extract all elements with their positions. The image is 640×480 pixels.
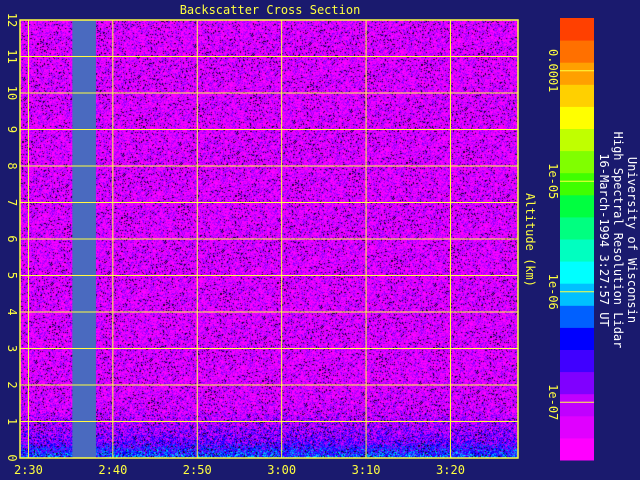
x-tick-label: 2:40 xyxy=(98,463,127,477)
colorbar-swatch xyxy=(560,283,594,306)
colorbar-ticks: 0.0001 1e-05 1e-06 1e-07 xyxy=(546,49,594,420)
y-tick-label: 12 xyxy=(5,13,19,27)
grid-lines xyxy=(20,19,518,459)
colorbar-swatch xyxy=(560,128,594,152)
x-tick-label: 2:30 xyxy=(14,463,43,477)
colorbar-swatch xyxy=(560,106,594,129)
colorbar-swatch xyxy=(560,84,594,107)
chart-title: Backscatter Cross Section xyxy=(180,3,361,17)
colorbar-swatch xyxy=(560,216,594,240)
y-tick-label: 11 xyxy=(5,49,19,63)
x-tick-label: 3:10 xyxy=(352,463,381,477)
x-tick-label: 3:00 xyxy=(267,463,296,477)
colorbar-swatch xyxy=(560,239,594,262)
colorbar-swatch xyxy=(560,305,594,328)
y-tick-label: 2 xyxy=(5,381,19,388)
colorbar-swatch xyxy=(560,194,594,218)
y-tick-label: 5 xyxy=(5,272,19,279)
y-tick-label: 9 xyxy=(5,126,19,133)
colorbar-swatch xyxy=(560,40,594,63)
colorbar-swatch xyxy=(560,437,594,461)
colorbar xyxy=(560,18,594,461)
x-axis: 2:30 2:40 2:50 3:00 3:10 3:20 xyxy=(14,463,465,477)
y-tick-label: 8 xyxy=(5,162,19,169)
colorbar-swatch xyxy=(560,261,594,284)
colorbar-swatch xyxy=(560,349,594,373)
colorbar-swatch xyxy=(560,150,594,174)
colorbar-tick-label: 1e-06 xyxy=(546,274,560,310)
y-tick-label: 3 xyxy=(5,345,19,352)
colorbar-swatch xyxy=(560,62,594,85)
y-tick-label: 6 xyxy=(5,235,19,242)
plot-frame xyxy=(19,19,519,459)
annotation-line2: High Spectral Resolution Lidar xyxy=(611,132,625,349)
colorbar-tick-label: 0.0001 xyxy=(546,49,560,92)
annotation-line1: University of Wisconsin xyxy=(625,157,639,323)
colorbar-swatch xyxy=(560,371,594,395)
colorbar-tick-label: 1e-07 xyxy=(546,384,560,420)
colorbar-swatch xyxy=(560,18,594,41)
colorbar-swatch xyxy=(560,172,594,196)
x-tick-label: 2:50 xyxy=(183,463,212,477)
annotation-line3: 16-March-1994 3:27:57 UT xyxy=(597,153,611,326)
y-tick-label: 4 xyxy=(5,308,19,315)
y-tick-label: 10 xyxy=(5,86,19,100)
colorbar-swatch xyxy=(560,415,594,439)
y-tick-label: 7 xyxy=(5,199,19,206)
x-tick-label: 3:20 xyxy=(436,463,465,477)
y-tick-label: 0 xyxy=(5,454,19,461)
colorbar-tick-label: 1e-05 xyxy=(546,163,560,199)
colorbar-swatch xyxy=(560,327,594,350)
y-axis-label: Altitude (km) xyxy=(523,193,537,287)
colorbar-swatch xyxy=(560,393,594,417)
y-tick-label: 1 xyxy=(5,418,19,425)
